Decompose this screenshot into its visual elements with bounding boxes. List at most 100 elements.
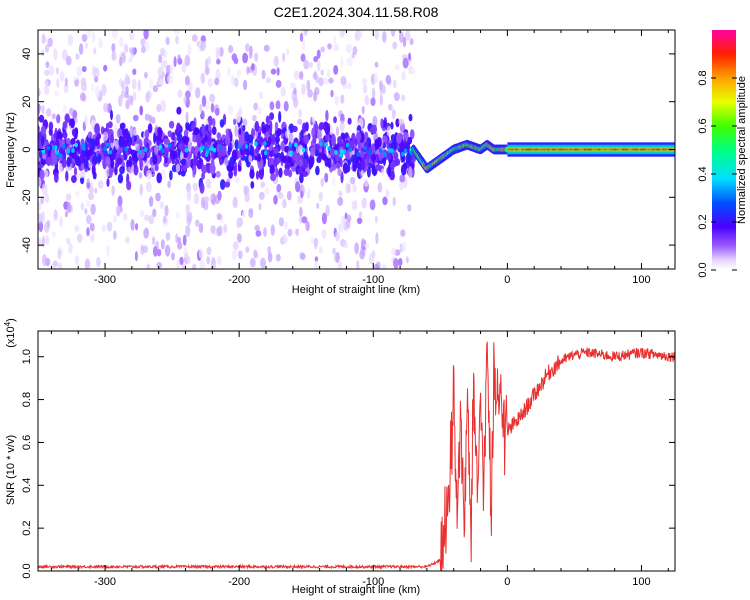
spectrogram-cell [92,171,97,180]
spectrogram-cell [249,144,253,157]
spectrogram-cell [82,66,87,73]
spectrogram-cell [121,52,126,64]
spectrogram-cell [81,34,88,42]
spectrogram-cell [129,125,134,136]
spectrogram-cell [128,47,135,54]
spectrogram-cell [313,70,318,81]
spectrogram-cell [103,149,108,157]
spectrogram-cell [195,134,202,145]
spectrogram-cell [88,161,93,169]
spectrogram-cell [400,151,405,157]
spectrogram-cell [51,231,57,238]
spectrogram-cell [316,202,320,209]
spectrogram-cell [371,153,377,163]
spectrogram-cell [62,143,66,149]
spectrogram-cell [197,151,201,160]
spectrogram-cell [84,42,89,49]
spectrogram-cell [254,52,259,62]
spectrogram-cell [286,190,292,201]
spectrogram-cell [303,59,310,70]
spectrogram-cell [184,75,190,86]
spectrogram-cell [168,120,175,129]
spectrogram-cell [234,125,238,137]
spectrogram-cell [55,150,59,156]
spectrogram-cell [124,146,128,152]
spectrogram-cell [157,132,163,139]
y-tick-label: 0.0 [21,563,33,578]
spectrogram-cell [306,79,311,92]
spectrogram-cell [368,253,375,265]
spectrogram-cell [41,211,45,223]
spectrogram-cell [204,58,209,70]
spectrogram-cell [273,148,279,155]
spectrogram-cell [106,221,113,232]
spectrogram-cell [618,148,621,151]
spectrogram-cell [333,35,337,44]
spectrogram-cell [237,250,243,260]
spectrogram-cell [297,195,301,205]
spectrogram-cell [200,40,207,51]
spectrogram-cell [219,158,223,166]
spectrogram-cell [113,230,117,240]
spectrogram-cell [177,237,182,243]
spectrogram-cell [45,61,50,68]
spectrogram-cell [93,76,99,83]
spectrogram-cell [66,148,71,154]
spectrogram-cell [316,59,321,72]
spectrogram-cell [374,30,379,40]
spectrogram-cell [300,129,304,138]
spectrogram-cell [375,232,379,245]
spectrogram-cell [186,217,192,226]
spectrogram-cell [306,191,311,199]
snr-frame [37,330,676,572]
spectrogram-cell [90,203,96,216]
spectrogram-cell [85,214,92,225]
spectrogram-cell [644,148,647,151]
spectrogram-cell [55,67,60,75]
spectrogram-cell [278,111,282,123]
spectrogram-cell [223,157,229,167]
spectrogram-cell [39,169,45,180]
spectrogram-cell [192,263,197,269]
spectrogram-cell [171,158,175,165]
x-tick-label: -100 [362,274,384,286]
spectrogram-cell [156,248,162,257]
spectrogram-cell [110,158,115,169]
spectrogram-cell [395,158,401,166]
spectrogram-cell [220,179,226,190]
spectrogram-cell [302,39,306,51]
spectrogram-cell [307,89,313,98]
spectrogram-cell [200,110,205,120]
spectrogram-cell [214,77,220,86]
spectrogram-cell [167,74,174,85]
spectrogram-cell [658,148,661,151]
spectrogram-cell [148,196,154,207]
spectrogram-cell [97,180,104,189]
spectrogram-cell [382,196,388,206]
spectrogram-cell [91,83,95,92]
spectrogram-cell [605,148,609,151]
spectrogram-cell [252,114,257,122]
spectrogram-cell [62,121,68,129]
spectrogram-cell [152,246,158,257]
spectrogram-cell [405,152,412,165]
spectrogram-cell [295,181,301,193]
spectrogram-cell [177,58,183,65]
spectrogram-cell [118,135,124,148]
spectrogram-cell [38,88,41,97]
spectrogram-cell [243,79,248,91]
spectrogram-cell [66,201,72,213]
spectrogram-cell [44,44,50,53]
spectrogram-cell [393,258,399,269]
spectrogram-cell [400,229,406,237]
spectrogram-cell [270,173,277,182]
spectrogram-cell [224,181,231,188]
spectrogram-cell [141,45,146,54]
spectrogram-cell [324,172,329,183]
spectrogram-cell [94,67,100,78]
spectrogram-cell [630,148,633,151]
spectrogram-cell [175,35,179,45]
spectrogram-cell [236,217,241,229]
spectrogram-cell [71,175,77,184]
spectrogram-cell [624,148,627,151]
